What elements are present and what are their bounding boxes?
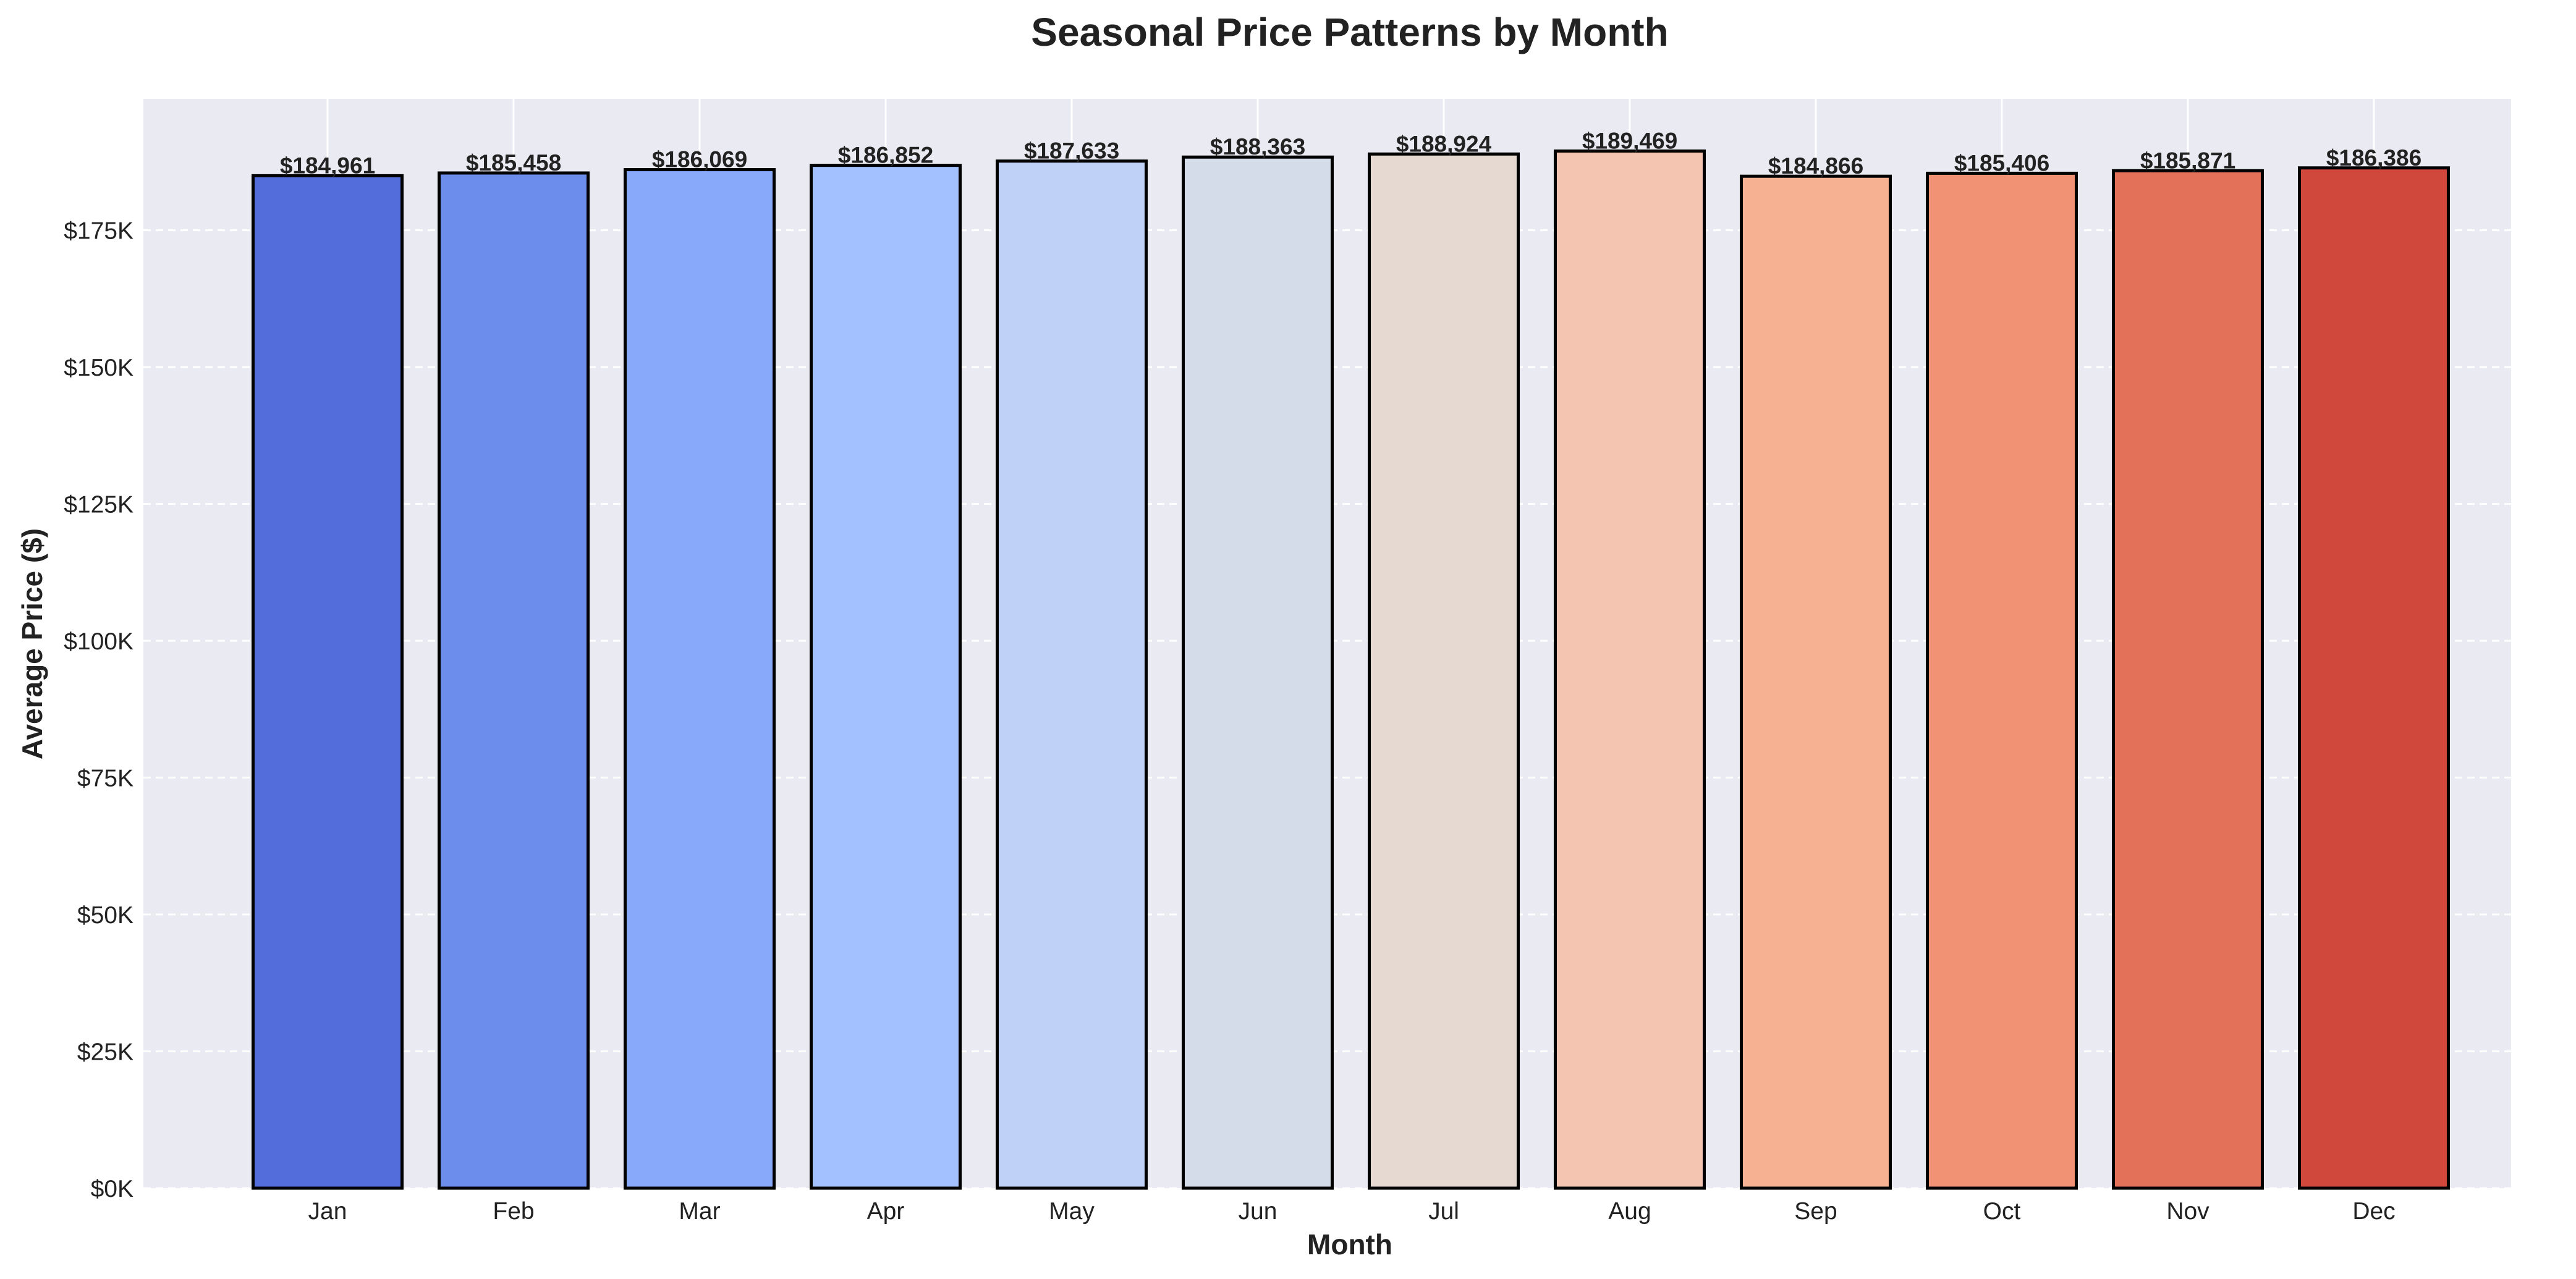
bar-feb bbox=[438, 171, 590, 1190]
x-tick-label: Nov bbox=[2166, 1198, 2210, 1225]
chart-title: Seasonal Price Patterns by Month bbox=[1031, 10, 1668, 54]
y-tick-label: $0K bbox=[91, 1176, 133, 1202]
bar-oct bbox=[1926, 171, 2078, 1190]
bar-value-label: $185,458 bbox=[466, 150, 561, 175]
bar-value-label: $186,852 bbox=[838, 143, 933, 168]
bar-value-label: $185,406 bbox=[1954, 150, 2049, 175]
bar-value-label: $186,386 bbox=[2326, 145, 2421, 171]
bar-jul bbox=[1368, 152, 1520, 1190]
x-tick-label: May bbox=[1049, 1198, 1095, 1225]
y-axis-ticks: $0K $25K $50K $75K $100K $125K $150K $175K bbox=[64, 218, 133, 1202]
bar-aug bbox=[1554, 149, 1706, 1190]
bar-value-label: $189,469 bbox=[1582, 128, 1677, 153]
bar-value-label: $188,363 bbox=[1210, 134, 1305, 159]
x-tick-label: Dec bbox=[2352, 1198, 2395, 1225]
bar-value-label: $184,961 bbox=[280, 153, 375, 178]
y-tick-label: $100K bbox=[64, 628, 133, 655]
y-axis-label: Average Price ($) bbox=[16, 528, 48, 759]
x-tick-label: Feb bbox=[493, 1198, 534, 1225]
x-axis-ticks: Jan Feb Mar Apr May Jun Jul Aug Sep Oct Nov Dec bbox=[308, 1198, 2396, 1225]
bar-jun bbox=[1182, 155, 1334, 1190]
x-axis-label: Month bbox=[1307, 1228, 1392, 1260]
bars bbox=[252, 149, 2450, 1190]
bar-mar bbox=[624, 168, 776, 1190]
y-tick-label: $75K bbox=[77, 766, 133, 792]
bar-value-label: $185,871 bbox=[2140, 148, 2235, 173]
bar-sep bbox=[1740, 174, 1892, 1190]
y-tick-label: $150K bbox=[64, 355, 133, 381]
x-tick-label: Jun bbox=[1239, 1198, 1277, 1225]
bar-may bbox=[996, 159, 1148, 1190]
x-tick-label: Sep bbox=[1794, 1198, 1837, 1225]
y-tick-label: $50K bbox=[77, 902, 133, 929]
bar-nov bbox=[2112, 169, 2264, 1190]
x-tick-label: Oct bbox=[1983, 1198, 2021, 1225]
bar-value-label: $188,924 bbox=[1396, 131, 1492, 156]
bar-value-label: $184,866 bbox=[1768, 153, 1863, 179]
x-tick-label: Apr bbox=[867, 1198, 905, 1225]
x-tick-label: Jan bbox=[308, 1198, 347, 1225]
bar-value-label: $186,069 bbox=[652, 147, 747, 172]
x-tick-label: Aug bbox=[1608, 1198, 1651, 1225]
y-tick-label: $25K bbox=[77, 1039, 133, 1066]
data-labels: $184,961 $185,458 $186,069 $186,852 $187,633… bbox=[280, 128, 2421, 179]
bar-apr bbox=[810, 164, 962, 1190]
y-tick-label: $125K bbox=[64, 492, 133, 518]
bar-jan bbox=[252, 174, 404, 1190]
y-tick-label: $175K bbox=[64, 218, 133, 245]
x-tick-label: Jul bbox=[1428, 1198, 1459, 1225]
x-tick-label: Mar bbox=[679, 1198, 720, 1225]
bar-dec bbox=[2298, 166, 2450, 1190]
bar-value-label: $187,633 bbox=[1024, 138, 1119, 164]
